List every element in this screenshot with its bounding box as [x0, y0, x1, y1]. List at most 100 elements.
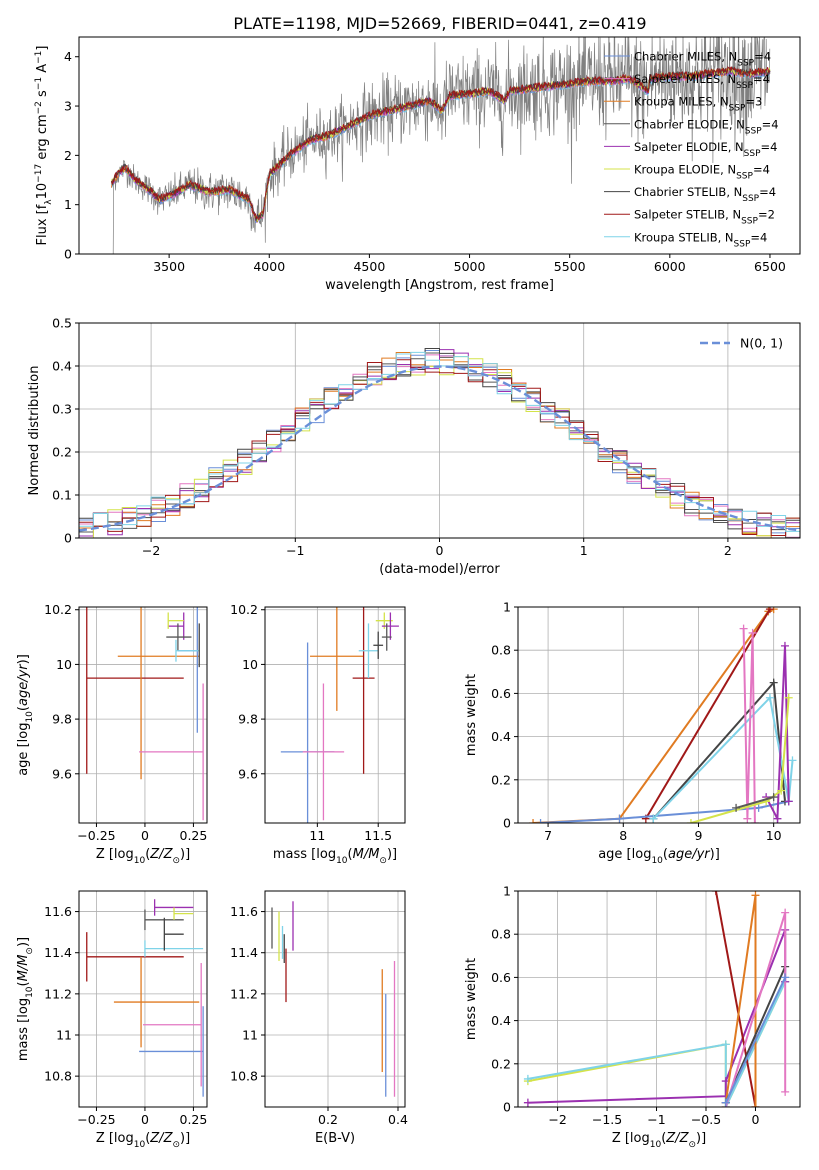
axes-residuals: −2 −1 0 1 2 0 0.1 0.2 0.3 0.4 0.5 N(0, 1) (data-mode…: [27, 316, 801, 577]
y-axis-label-part: mass weight: [464, 674, 479, 756]
y-tick-label: 0.8: [491, 927, 511, 942]
legend-label: Salpeter MILES, N: [634, 72, 736, 86]
legend-tail: =2: [758, 208, 775, 222]
series-marker: [732, 803, 741, 812]
errorbar-point-salpeter-miles: [302, 683, 345, 821]
errorbar-point-chabrier-miles: [139, 1006, 204, 1097]
x-tick-label: −0.25: [77, 1112, 115, 1127]
legend-sub: SSP: [742, 194, 759, 204]
axes-overlay-massweight-vs-Z: −2 −1.5 −1 −0.5 0 0 0.2 0.4 0.6 0.8 1 Z [log10(Z/Z⊙…: [464, 884, 801, 1150]
y-tick-label: 11: [242, 1028, 258, 1043]
series-line: [540, 800, 789, 823]
x-axis-label-part: 10: [336, 856, 348, 866]
y-axis-label-part: −17: [34, 164, 44, 183]
series-line: [742, 628, 756, 823]
y-tick-label: 0.5: [52, 316, 72, 331]
x-tick-label: 5500: [554, 259, 586, 274]
x-axis-label: (data-model)/error: [379, 562, 500, 577]
x-axis-label-part: age/yr: [668, 847, 711, 862]
y-tick-label: 10.8: [230, 1069, 258, 1084]
y-tick-label: 11.2: [44, 986, 72, 1001]
x-axis-label-part: 10: [650, 1140, 662, 1150]
y-tick-label: 0.4: [52, 359, 72, 374]
y-axis-label: Normed distribution: [27, 366, 42, 496]
axes-frame: [517, 890, 801, 1108]
y-tick-label: 10.2: [44, 602, 72, 617]
y-axis-label-part: age/yr: [16, 663, 31, 706]
legend-tail: =4: [750, 230, 767, 244]
series-marker: [536, 819, 545, 823]
legend-label: Salpeter STELIB, N: [634, 208, 741, 222]
series-marker: [777, 786, 786, 795]
plot-area-mass-vs-Z: [86, 899, 204, 1097]
x-tick-label: 3500: [153, 259, 185, 274]
y-tick-label: 11.4: [230, 945, 258, 960]
x-axis-label-part: )]: [180, 847, 190, 862]
series-marker: [748, 628, 757, 637]
errorbar-point-kroupa-stelib: [358, 623, 379, 679]
y-tick-label: 11.6: [230, 904, 258, 919]
x-axis-label-part: (: [663, 847, 668, 862]
x-tick-label: 1: [580, 543, 588, 558]
legend-sub: SSP: [745, 126, 762, 136]
series-marker: [784, 693, 793, 702]
x-tick-label: 4500: [353, 259, 385, 274]
x-axis-label-part: 10: [651, 856, 663, 866]
x-axis-label-part: ⊙: [172, 1140, 180, 1150]
errorbar-point-chabrier-stelib: [373, 631, 384, 659]
x-axis-label-part: )]: [387, 847, 397, 862]
legend-entry: Salpeter STELIB, NSSP=2: [634, 208, 775, 227]
x-axis-label-part: )]: [696, 1131, 706, 1146]
x-axis-label-part: ⊙: [379, 856, 387, 866]
errorbar-point-kroupa-elodie: [173, 907, 194, 920]
x-axis-label-part: (: [348, 847, 353, 862]
y-tick-label: 10: [242, 657, 258, 672]
y-axis-label-part: erg cm: [35, 114, 50, 163]
y-tick-label: 3: [64, 99, 72, 114]
series-marker: [781, 973, 790, 982]
legend-sub: SSP: [736, 81, 753, 91]
y-tick-label: 0.3: [52, 402, 72, 417]
y-tick-label: 11.6: [44, 904, 72, 919]
series-marker: [784, 797, 793, 806]
y-axis-label-part: 10: [25, 711, 35, 723]
x-tick-label: 6000: [654, 259, 686, 274]
y-tick-label: 0: [64, 247, 72, 262]
y-tick-label: 1: [503, 884, 511, 899]
y-tick-label: 4: [64, 49, 72, 64]
plot-area-residuals: [79, 348, 800, 538]
legend-entry: Kroupa MILES, NSSP=3: [634, 95, 762, 114]
x-axis-label-part: Z/Z: [665, 1131, 689, 1146]
x-axis-label-part: Z [log: [96, 847, 134, 862]
y-tick-label: 10.8: [44, 1069, 72, 1084]
errorbar-point-salpeter-stelib: [86, 932, 184, 982]
x-tick-label: 0: [751, 1112, 759, 1127]
errorbar-point-salpeter-elodie: [381, 612, 399, 640]
legend-sub: SSP: [744, 149, 761, 159]
errorbar-point-chabrier-stelib: [163, 917, 184, 951]
legend-entry: Chabrier STELIB, NSSP=4: [634, 185, 776, 204]
series-kroupa-miles: [529, 607, 778, 823]
x-tick-label: 5000: [454, 259, 486, 274]
legend-tail: =4: [753, 72, 770, 86]
y-axis-label-part: )]: [16, 654, 31, 664]
gaussian-legend-label: N(0, 1): [740, 336, 783, 351]
errorbar-point-chabrier-elodie: [381, 623, 392, 651]
legend-entry: Kroupa STELIB, NSSP=4: [634, 230, 767, 249]
plot-area-massweight-vs-Z: [523, 891, 790, 1107]
y-axis-label-part: age [log: [16, 723, 31, 776]
x-axis-label-part: E(B-V): [315, 1131, 355, 1146]
y-axis-label-part: Flux [f: [35, 204, 50, 245]
plot-area-massweight-vs-age: [529, 607, 797, 823]
legend-entry: Chabrier MILES, NSSP=4: [634, 50, 771, 69]
histogram-kroupa-stelib: [79, 351, 800, 532]
x-tick-label: 11.5: [364, 828, 392, 843]
series-marker: [751, 1103, 760, 1107]
x-axis-label-part: )]: [710, 847, 720, 862]
series-line: [724, 976, 787, 1104]
x-axis-label: age [log10(age/yr)]: [598, 847, 720, 866]
series-marker: [649, 814, 658, 823]
